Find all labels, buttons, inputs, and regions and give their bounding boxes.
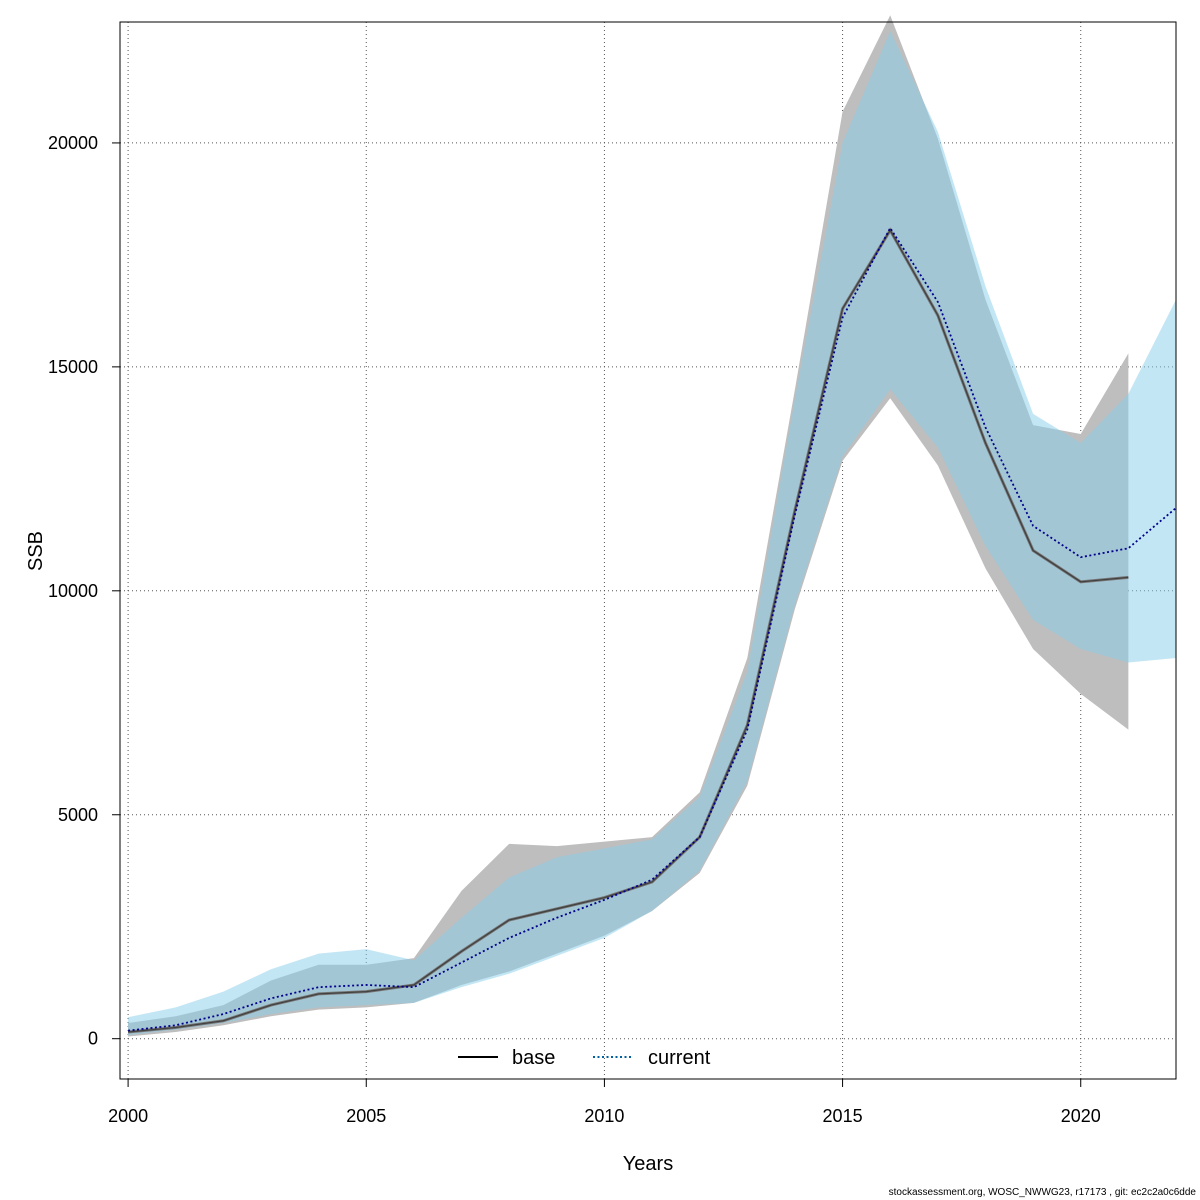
legend-label-base: base	[512, 1047, 555, 1069]
legend: base current	[458, 1047, 711, 1069]
x-axis: 2000 2005 2010 2015 2020	[108, 1079, 1101, 1126]
plot-frame	[119, 21, 1177, 1080]
series-line-current	[127, 226, 1177, 1032]
y-tick-label: 5000	[58, 805, 98, 825]
series-lines	[127, 226, 1177, 1034]
y-tick-label: 20000	[48, 133, 98, 153]
x-tick-label: 2020	[1061, 1106, 1101, 1126]
y-tick-label: 10000	[48, 581, 98, 601]
y-axis: 0 5000 10000 15000 20000	[48, 133, 120, 1049]
x-axis-title: Years	[623, 1153, 673, 1175]
y-tick-label: 0	[88, 1029, 98, 1049]
x-tick-label: 2000	[108, 1106, 148, 1126]
y-axis-title: SSB	[25, 531, 47, 571]
y-tick-label: 15000	[48, 357, 98, 377]
x-tick-label: 2010	[584, 1106, 624, 1126]
x-tick-label: 2015	[823, 1106, 863, 1126]
x-tick-label: 2005	[346, 1106, 386, 1126]
confidence-bands	[128, 15, 1177, 1037]
footer-credit: stockassessment.org, WOSC_NWWG23, r17173…	[888, 1187, 1196, 1198]
legend-label-current: current	[648, 1047, 711, 1069]
confidence-band-current	[128, 30, 1177, 1036]
